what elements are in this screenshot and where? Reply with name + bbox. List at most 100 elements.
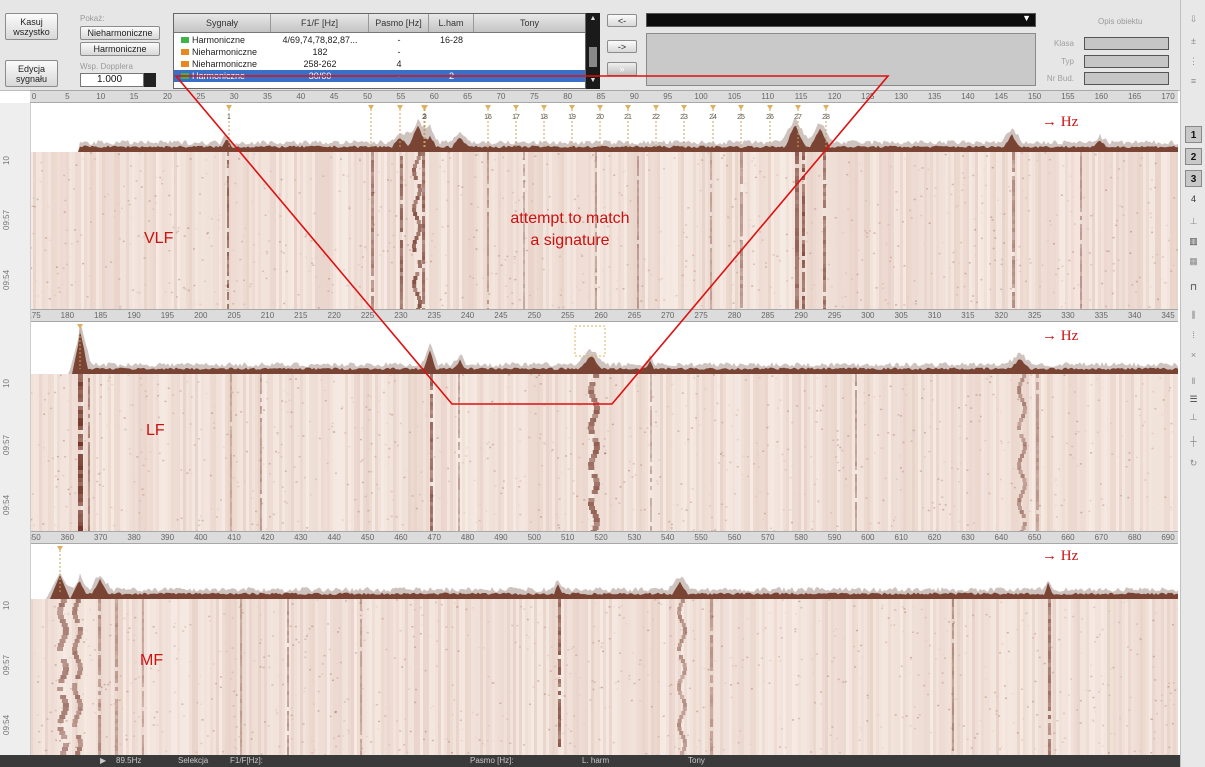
doppler-spinner[interactable] [144,73,156,87]
col-band[interactable]: Pasmo [Hz] [369,14,429,32]
ruler-tick-label: 165 [1127,92,1142,101]
signal-type-icon [181,37,189,43]
filter-icon[interactable]: ⇩ [1189,14,1198,24]
scroll-up-icon[interactable]: ▲ [589,15,597,22]
add-icon-button[interactable]: » [607,62,637,76]
time-label: 09:57 [2,209,11,230]
annotation-text: attempt to match a signature [445,208,695,252]
nonharmonic-filter-button[interactable]: Nieharmoniczne [80,26,160,40]
mf-spectrogram[interactable] [30,544,1178,755]
vlf-spectrogram[interactable]: 1 23 16 17 18 19 20 21 22 23 24 25 26 27 28 [30,103,1178,309]
hz-axis-label: → Hz [1042,548,1079,564]
ruler-tick-label: 300 [861,311,875,320]
ruler-tick-label: 185 [94,311,108,320]
signature-dropdown[interactable]: ▼ [646,13,1036,27]
table-cell-freq: 182 [312,47,328,57]
ruler-tick-label: 315 [961,311,975,320]
back-button[interactable]: <- [607,14,637,27]
description-box[interactable] [646,33,1036,86]
ruler-tick-label: 175 [27,311,41,320]
harmonic-marker-label: 16 [484,114,492,121]
top-toolbar: Kasuj wszystko Edycja sygnału Pokaż: Nie… [0,0,1205,91]
channel-1-button[interactable]: 1 [1185,126,1202,143]
col-frequency[interactable]: F1/F [Hz] [271,14,369,32]
hz-axis-label: → Hz [1042,328,1079,344]
scroll-down-icon[interactable]: ▼ [589,77,597,84]
doppler-label: Wsp. Dopplera [80,62,133,71]
histogram-icon[interactable]: ▥ [1189,236,1198,246]
object-desc-title: Opis obiektu [1098,17,1143,26]
ruler-tick-label: 140 [961,92,975,101]
markers-alt-icon[interactable]: ┼ [1190,436,1197,446]
table-cell-freq: 4/69,74,78,82,87... [282,35,358,45]
lf-spectrogram-panel[interactable] [30,322,1178,531]
cross-f-icon[interactable]: × [1190,350,1197,360]
time-label: 10 [2,379,11,388]
col-tones[interactable]: Tony [519,18,539,28]
table-cell-type: Harmoniczne [192,35,246,45]
bars-icon[interactable]: ⊥ [1189,216,1198,226]
table-cell-band: - [397,71,401,81]
frequency-icon[interactable]: ≡ [1190,76,1197,86]
zoom-in-icon[interactable]: ± [1191,36,1196,46]
ruler-tick-label: 255 [560,311,575,320]
table-scrollbar[interactable]: ▲ ▼ [586,13,600,89]
lf-spectrogram[interactable] [30,322,1178,531]
harmonic-marker-label: 3 [423,114,427,121]
edit-signal-button[interactable]: Edycja sygnału [5,60,58,87]
scroll-thumb[interactable] [589,47,597,67]
ruler-tick-label: 650 [1027,533,1042,542]
grid-icon[interactable]: ▦ [1189,256,1198,266]
table-row[interactable]: Harmoniczne 4/69,74,78,82,87... - 16-28 [174,34,585,46]
class-field[interactable] [1084,37,1169,50]
type-label: Typ [1061,57,1074,66]
id-field[interactable] [1084,72,1169,85]
channel-3-button[interactable]: 3 [1185,170,1202,187]
markers-icon[interactable]: ┴ [1190,414,1197,424]
marker-f-icon[interactable]: ⁞ [1192,330,1195,340]
channel-2-button[interactable]: 2 [1185,148,1202,165]
table-cell-type: Harmoniczne [192,71,246,81]
col-lham[interactable]: L.ham [429,14,474,32]
show-label: Pokaż: [80,14,105,23]
time-label: 09:54 [2,714,11,735]
ruler-tick-label: 235 [427,311,441,320]
harmonic-marker-label: 26 [766,114,774,121]
mf-spectrogram-panel[interactable] [30,544,1178,755]
ruler-tick-label: 450 [360,533,375,542]
ruler-tick-label: 240 [460,311,475,320]
col-signals[interactable]: Sygnały [174,14,271,32]
cursor-arrow-icon: ▶ [100,756,107,765]
table-row[interactable]: Harmoniczne 30/60 - 2 [174,70,585,82]
vlf-spectrogram-panel[interactable]: 1 2 3 16 17 18 19 20 21 22 23 24 25 26 27 28 [30,103,1178,309]
table-header: Sygnały F1/F [Hz] Pasmo [Hz] L.ham Tony [174,14,585,33]
doppler-input[interactable]: 1.000 [80,73,144,87]
ruler-tick-label: 370 [94,533,108,542]
channel-4-button[interactable]: 4 [1190,194,1196,204]
ruler-tick-label: 510 [560,533,575,542]
type-field[interactable] [1084,55,1169,68]
forward-button[interactable]: -> [607,40,637,53]
harmonic-f-icon[interactable]: ⫼ [1191,310,1196,320]
status-f1f: F1/F[Hz]: [230,756,263,765]
list-icon[interactable]: ☰ [1189,394,1198,404]
vlf-band-label: VLF [144,230,174,247]
harmonic-marker-label: 21 [624,114,632,121]
refresh-icon[interactable]: ↻ [1189,458,1198,468]
clear-all-button[interactable]: Kasuj wszystko [5,13,58,40]
harmonic-filter-button[interactable]: Harmoniczne [80,42,160,56]
harmonic-marker-label: 1 [227,114,231,121]
table-row[interactable]: Nieharmoniczne 182 - [174,46,585,58]
peaks-icon[interactable]: ⊓ [1189,282,1198,292]
ruler-tick-label: 145 [994,92,1008,101]
ruler-tick-label: 30 [229,92,239,101]
ruler-tick-label: 155 [1061,92,1075,101]
ruler-tick-label: 590 [827,533,842,542]
lines-icon[interactable]: ‖ [1191,376,1196,386]
zoom-out-icon[interactable]: ⋮ [1189,56,1198,66]
table-row[interactable]: Nieharmoniczne 258-262 4 [174,58,585,70]
ruler-tick-label: 35 [263,92,272,101]
table-cell-lham: 16-28 [439,35,464,45]
class-label: Klasa [1053,39,1074,48]
ruler-tick-label: 460 [394,533,408,542]
